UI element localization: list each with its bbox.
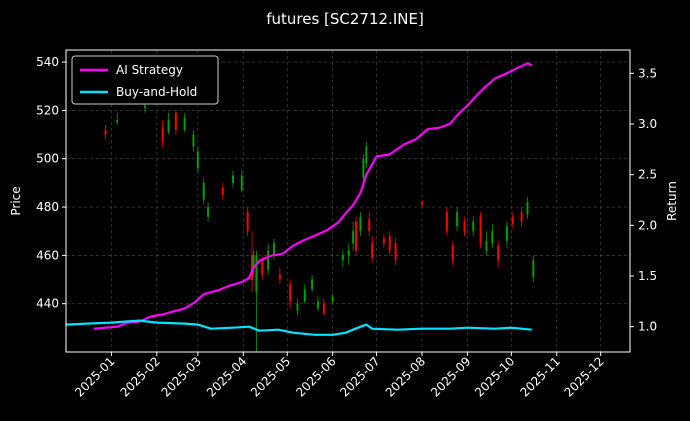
candle-body: [196, 151, 199, 169]
series-line-ai-strategy: [93, 62, 533, 330]
candle-body: [167, 120, 170, 133]
y-right-tick-label: 3.0: [638, 117, 657, 131]
series-line-buy-and-hold: [65, 319, 532, 336]
candle-body: [192, 134, 195, 147]
candle-body: [240, 175, 243, 191]
candle-body: [303, 289, 306, 302]
candle-body: [296, 303, 299, 311]
y-axis-left-label: Price: [9, 186, 23, 215]
series-lines: [65, 62, 533, 336]
candle-body: [485, 240, 488, 251]
candle-body: [394, 243, 397, 261]
candle-body: [322, 303, 325, 314]
y-right-tick-label: 1.0: [638, 320, 657, 334]
candle-body: [116, 120, 119, 123]
candle-body: [347, 250, 350, 256]
candle-body: [183, 117, 186, 130]
candle-body: [278, 274, 281, 280]
candle-body: [532, 260, 535, 278]
y-left-tick-label: 540: [36, 55, 59, 69]
candle-body: [505, 226, 508, 241]
y-right-tick-label: 2.5: [638, 168, 657, 182]
candle-body: [491, 231, 494, 244]
candle-body: [311, 279, 314, 290]
candle-body: [451, 245, 454, 261]
candle-body: [331, 296, 334, 302]
candle-body: [341, 255, 344, 261]
y-axis-right-label: Return: [665, 181, 679, 221]
y-left-tick-label: 480: [36, 200, 59, 214]
candle-body: [207, 207, 210, 217]
candle-body: [104, 129, 107, 135]
candle-body: [479, 216, 482, 244]
candle-body: [456, 211, 459, 227]
y-left-tick-label: 460: [36, 248, 59, 262]
y-axis-right: 1.0 1.5 2.0 2.5 3.0 3.5: [630, 66, 657, 334]
legend-ai-strategy-label: AI Strategy: [116, 63, 183, 77]
candle-body: [368, 219, 371, 232]
y-right-tick-label: 3.5: [638, 66, 657, 80]
candle-body: [359, 216, 362, 232]
y-left-tick-label: 520: [36, 103, 59, 117]
candle-body: [445, 211, 448, 232]
candle-body: [144, 105, 147, 108]
candle-body: [221, 187, 224, 195]
candle-body: [362, 158, 365, 179]
y-left-tick-label: 500: [36, 152, 59, 166]
candle-body: [261, 260, 264, 275]
y-axis-left: 440 460 480 500 520 540: [36, 55, 66, 311]
plot-frame: [65, 49, 631, 353]
candle-body: [497, 245, 500, 261]
y-left-tick-label: 440: [36, 297, 59, 311]
candle-body: [511, 216, 514, 224]
chart-title: futures [SC2712.INE]: [266, 10, 424, 28]
candle-body: [273, 243, 276, 256]
candle-body: [202, 182, 205, 200]
candle-body: [246, 211, 249, 232]
candle-body: [352, 231, 355, 244]
candle-body: [355, 221, 358, 251]
candle-body: [520, 211, 523, 222]
candle-body: [232, 175, 235, 183]
candles: [104, 100, 535, 352]
candle-body: [388, 236, 391, 251]
legend-buy-and-hold-label: Buy-and-Hold: [116, 85, 197, 99]
candle-body: [365, 146, 368, 164]
candle-body: [463, 221, 466, 232]
candle-body: [289, 284, 292, 302]
candle-body: [316, 301, 319, 309]
candle-body: [526, 202, 529, 215]
candle-body: [255, 255, 258, 292]
y-right-tick-label: 2.0: [638, 218, 657, 232]
candle-body: [252, 255, 255, 268]
candle-body: [420, 202, 423, 205]
y-right-tick-label: 1.5: [638, 269, 657, 283]
candle-body: [267, 250, 270, 270]
candle-body: [371, 243, 374, 258]
candle-body: [251, 255, 254, 280]
legend: AI Strategy Buy-and-Hold: [71, 55, 219, 105]
candle-body: [382, 238, 385, 244]
candle-body: [472, 221, 475, 232]
candle-body: [174, 112, 177, 130]
candle-body: [161, 127, 164, 142]
legend-box: [71, 55, 219, 105]
